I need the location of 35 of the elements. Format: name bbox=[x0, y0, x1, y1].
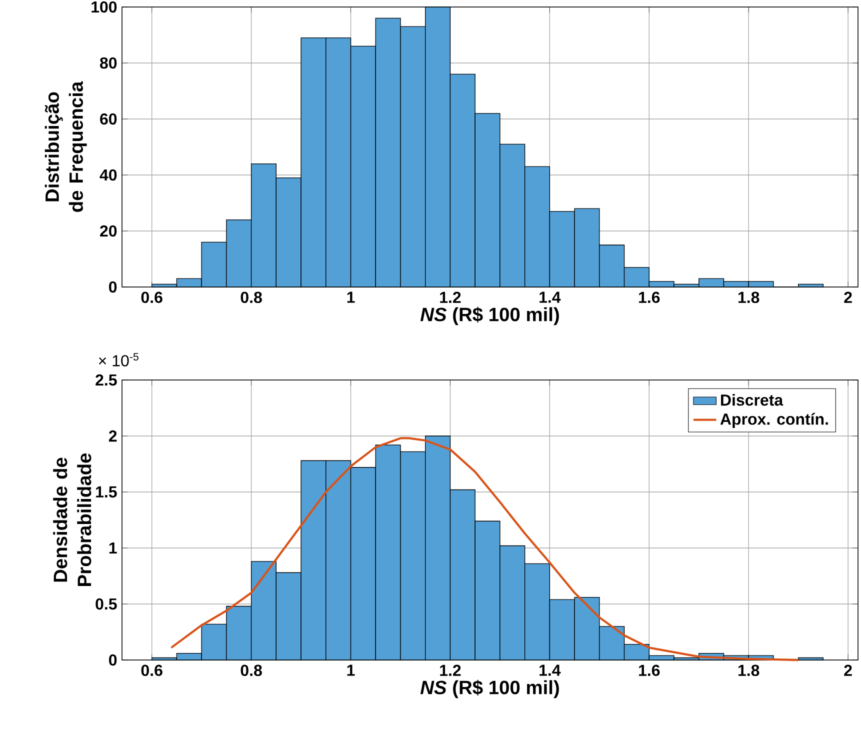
y-tick-label: 1.5 bbox=[96, 486, 117, 498]
x-axis-title: NS (R$ 100 mil) bbox=[420, 306, 559, 326]
y-tick-label: 60 bbox=[100, 113, 117, 125]
y-tick-label: 100 bbox=[92, 1, 117, 13]
y-tick-label: 0 bbox=[109, 654, 117, 666]
legend-label: Discreta bbox=[721, 394, 784, 406]
y-tick-label: 40 bbox=[100, 169, 117, 181]
x-tick-label: 0.8 bbox=[240, 292, 262, 304]
x-tick-label: 1.4 bbox=[540, 292, 561, 303]
y-tick-label: 0 bbox=[109, 281, 117, 293]
x-tick-label: 1.2 bbox=[440, 292, 461, 303]
x-tick-label: 2 bbox=[844, 292, 852, 303]
x-tick-label: 1.6 bbox=[639, 292, 660, 304]
x-tick-label: 1 bbox=[347, 664, 355, 676]
x-tick-label: 1 bbox=[347, 292, 355, 303]
x-tick-label: 1.8 bbox=[738, 664, 760, 676]
x-tick-label: 1.6 bbox=[639, 664, 660, 676]
x-axis-title: NS (R$ 100 mil) bbox=[420, 680, 559, 698]
x-tick-label: 0.6 bbox=[141, 292, 162, 304]
x-tick-label: 1.2 bbox=[440, 664, 461, 676]
y-tick-label: 2 bbox=[108, 430, 117, 442]
y-tick-label: 80 bbox=[100, 57, 117, 69]
y-axis-title: Distribuição de Frequencia bbox=[44, 81, 87, 212]
x-tick-label: 0.8 bbox=[240, 664, 262, 676]
x-tick-label: 0.6 bbox=[141, 664, 162, 676]
y-axis-title: Densidade de Probrabilidade bbox=[53, 453, 92, 586]
y-tick-label: 0.5 bbox=[96, 598, 117, 610]
x-tick-label: 1.4 bbox=[540, 664, 561, 676]
y-tick-label: 20 bbox=[100, 225, 117, 237]
y-tick-label: 1 bbox=[109, 542, 117, 554]
x-tick-label: 1.8 bbox=[738, 292, 760, 304]
text: × 10$^{-5}$ bbox=[98, 353, 138, 366]
x-tick-label: 2 bbox=[844, 664, 852, 676]
legend-label: Aprox. contín. bbox=[720, 412, 828, 428]
y-tick-label: 2.5 bbox=[96, 374, 117, 386]
